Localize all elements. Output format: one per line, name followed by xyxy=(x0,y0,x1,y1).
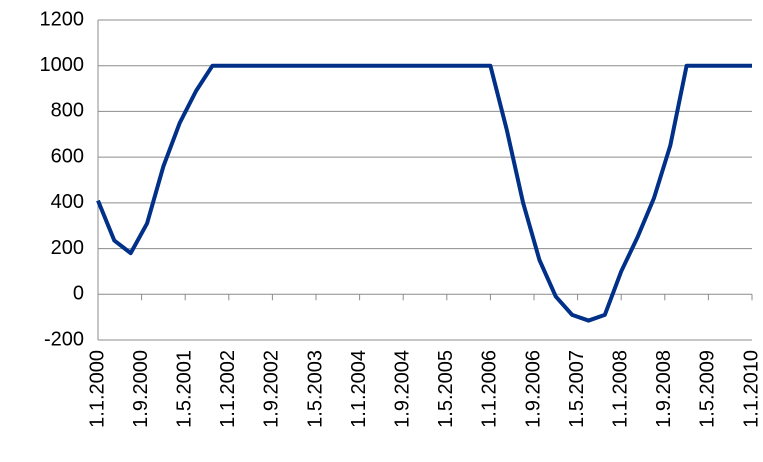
y-tick-label: 400 xyxy=(51,191,84,213)
x-tick-label: 1.5.2001 xyxy=(173,350,195,428)
x-tick-label: 1.1.2010 xyxy=(740,350,762,428)
x-tick-label: 1.1.2008 xyxy=(609,350,631,428)
x-tick-label: 1.9.2006 xyxy=(522,350,544,428)
x-tick-label: 1.9.2004 xyxy=(391,350,413,428)
x-tick-label: 1.1.2000 xyxy=(86,350,108,428)
x-tick-label: 1.1.2002 xyxy=(217,350,239,428)
x-tick-label: 1.1.2006 xyxy=(479,350,501,428)
x-tick-label: 1.5.2005 xyxy=(435,350,457,428)
x-tick-label: 1.5.2009 xyxy=(697,350,719,428)
y-tick-label: 1000 xyxy=(40,54,85,76)
x-tick-label: 1.5.2007 xyxy=(566,350,588,428)
x-tick-label: 1.5.2003 xyxy=(304,350,326,428)
y-tick-label: 1200 xyxy=(40,8,85,30)
x-tick-label: 1.9.2002 xyxy=(261,350,283,428)
y-tick-label: 600 xyxy=(51,145,84,167)
line-series xyxy=(96,63,752,323)
y-tick-label: -200 xyxy=(44,328,84,350)
x-tick-label: 1.1.2004 xyxy=(348,350,370,428)
y-tick-label: 0 xyxy=(73,283,84,305)
y-tick-label: 200 xyxy=(51,237,84,259)
y-tick-label: 800 xyxy=(51,100,84,122)
x-tick-label: 1.9.2000 xyxy=(130,350,152,428)
x-tick-label: 1.9.2008 xyxy=(653,350,675,428)
